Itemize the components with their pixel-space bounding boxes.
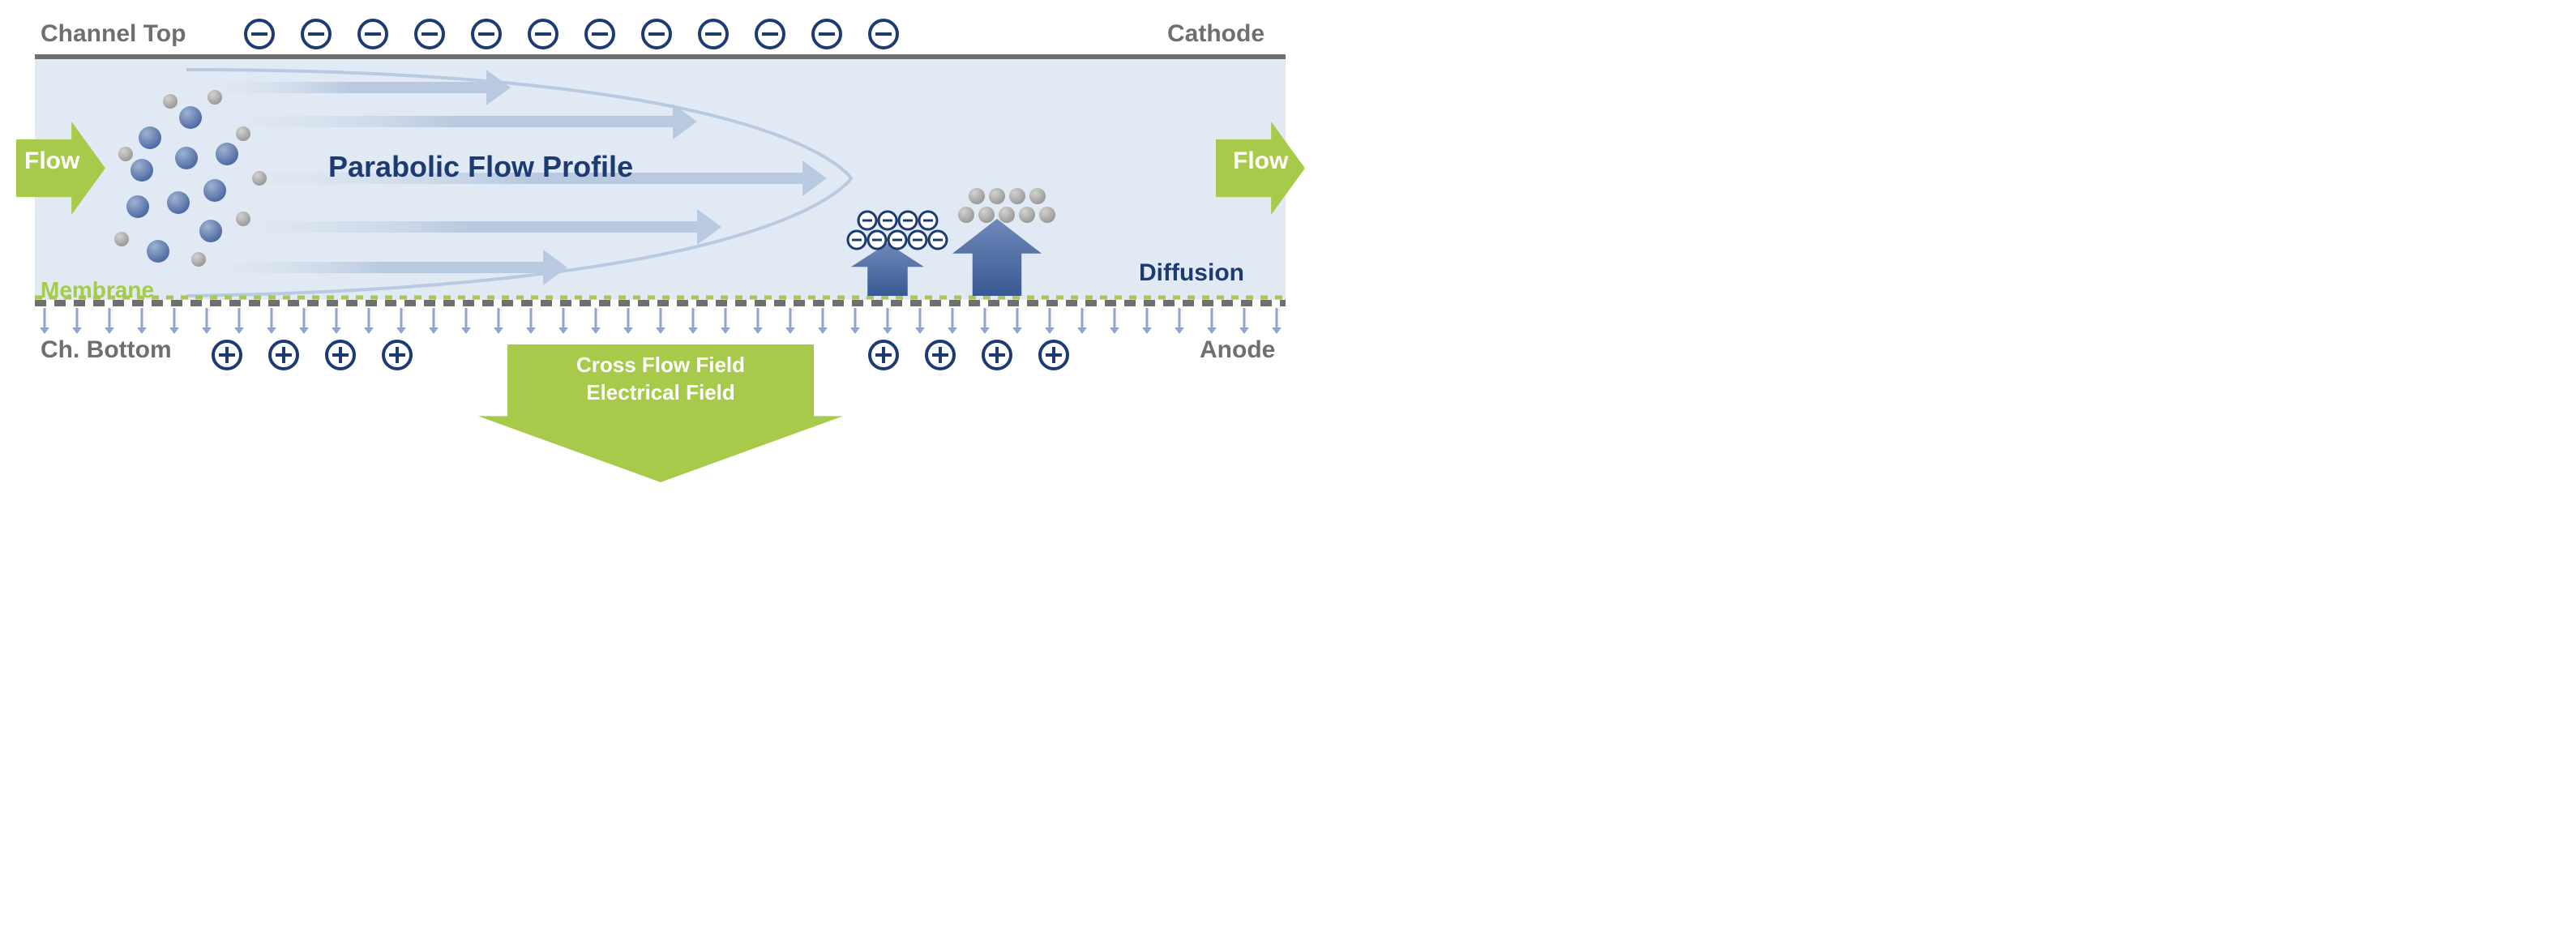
label-diffusion: Diffusion [1139,259,1244,287]
label-ch-bottom: Ch. Bottom [41,336,172,364]
svg-text:Cross Flow Field: Cross Flow Field [576,353,745,377]
label-flow-left: Flow [24,148,79,175]
label-parabolic: Parabolic Flow Profile [328,150,633,184]
label-anode: Anode [1200,336,1275,364]
diagram-svg: Cross Flow Field Electrical Field [16,16,1304,487]
label-channel-top: Channel Top [41,20,186,48]
label-cathode: Cathode [1167,20,1264,48]
svg-text:Electrical Field: Electrical Field [586,380,735,404]
label-flow-right: Flow [1233,148,1288,175]
label-membrane: Membrane [41,277,154,303]
eaf4-channel-diagram: Cross Flow Field Electrical Field Channel… [16,16,1304,487]
